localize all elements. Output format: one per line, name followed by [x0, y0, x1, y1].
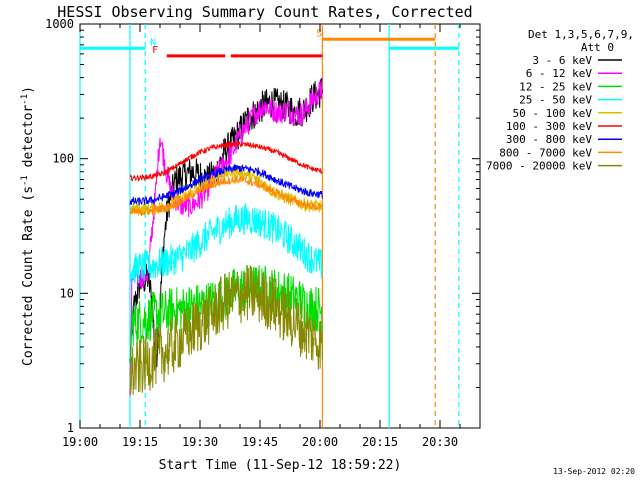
x-tick-label-7: 20:30: [422, 435, 458, 449]
legend-header-line-1: Det 1,3,5,6,7,9,: [528, 28, 634, 41]
series-line-4: [129, 203, 323, 284]
legend-label-2: 6 - 12 keV: [526, 67, 593, 80]
legend-label-9: 7000 - 20000 keV: [486, 160, 592, 173]
y-axis-label: Corrected Count Rate (s-1 detector-1): [20, 86, 36, 366]
y-tick-label-3: 100: [52, 152, 74, 166]
series-line-8: [129, 175, 323, 217]
chart-title: HESSI Observing Summary Count Rates, Cor…: [57, 3, 472, 21]
x-tick-label-4: 19:45: [242, 435, 278, 449]
y-axis: 1 10 100 1000: [45, 17, 480, 435]
y-tick-label-2: 10: [60, 286, 74, 300]
x-tick-label-6: 20:15: [362, 435, 398, 449]
legend-label-4: 25 - 50 keV: [519, 94, 592, 107]
x-tick-label-3: 19:30: [182, 435, 218, 449]
legend-label-7: 300 - 800 keV: [506, 133, 592, 146]
series-line-9: [129, 264, 323, 395]
legend-label-6: 100 - 300 keV: [506, 120, 592, 133]
x-tick-label-2: 19:15: [122, 435, 158, 449]
timestamp: 13-Sep-2012 02:20: [553, 467, 635, 476]
legend-label-1: 3 - 6 keV: [532, 54, 592, 67]
flag-label-N: N: [150, 37, 156, 48]
x-tick-label-5: 20:00: [302, 435, 338, 449]
legend-label-5: 50 - 100 keV: [513, 107, 593, 120]
series-line-7: [129, 164, 323, 206]
x-tick-label-1: 19:00: [62, 435, 98, 449]
y-tick-label-1: 1: [67, 421, 74, 435]
legend-header-line-2: Att 0: [581, 41, 614, 54]
x-axis-label: Start Time (11-Sep-12 18:59:22): [159, 458, 402, 473]
y-tick-label-4: 1000: [45, 17, 74, 31]
legend-label-3: 12 - 25 keV: [519, 80, 592, 93]
x-axis: 19:00 19:15 19:30 19:45 20:00 20:15 20:30: [62, 24, 481, 449]
flag-label-F: F: [152, 45, 158, 56]
plot-area: NF S: [79, 23, 481, 429]
series-line-6: [129, 140, 323, 182]
flag-label-S: S: [316, 28, 322, 39]
legend-label-8: 800 - 7000 keV: [499, 146, 592, 159]
